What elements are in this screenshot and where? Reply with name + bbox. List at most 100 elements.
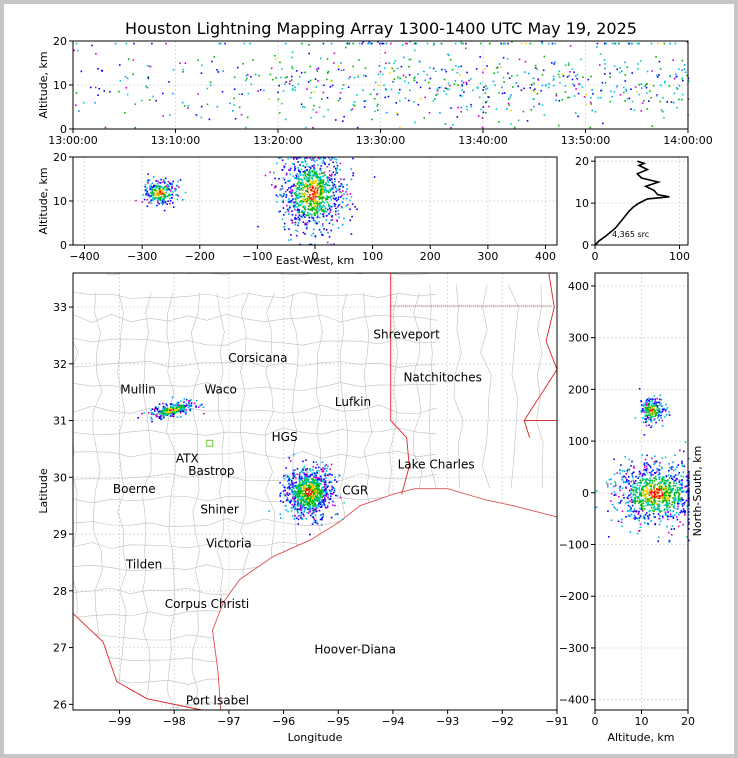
- lightning-source: [317, 194, 320, 196]
- lightning-source: [681, 465, 684, 467]
- lightning-source: [634, 500, 636, 503]
- lightning-source: [666, 491, 669, 493]
- lightning-source: [323, 157, 325, 160]
- lightning-source: [310, 209, 312, 211]
- lightning-source: [543, 55, 546, 58]
- lightning-source: [146, 187, 148, 189]
- lightning-source: [337, 68, 340, 71]
- lightning-source: [285, 172, 288, 175]
- lightning-source: [171, 191, 174, 193]
- lightning-source: [309, 505, 312, 507]
- lightning-source: [307, 489, 310, 492]
- lightning-source: [345, 204, 348, 207]
- lightning-source: [423, 70, 425, 73]
- lightning-source: [428, 87, 431, 90]
- lightning-source: [658, 517, 660, 520]
- lightning-source: [331, 488, 333, 491]
- lightning-source: [313, 202, 315, 205]
- lightning-source: [661, 110, 664, 113]
- lightning-source: [182, 406, 185, 409]
- lightning-source: [314, 519, 316, 522]
- lightning-source: [414, 121, 416, 124]
- lightning-source: [619, 502, 621, 504]
- lightning-source: [175, 194, 177, 196]
- lightning-source: [619, 93, 622, 96]
- lightning-source: [310, 203, 313, 205]
- lightning-source: [294, 166, 296, 168]
- lightning-source: [135, 199, 137, 202]
- lightning-source: [162, 181, 164, 183]
- lightning-source: [668, 506, 671, 508]
- lightning-source: [683, 512, 686, 514]
- lightning-source: [438, 86, 440, 89]
- lightning-source: [308, 480, 310, 483]
- lightning-source: [663, 116, 665, 119]
- lightning-source: [627, 42, 630, 45]
- lightning-source: [94, 86, 97, 89]
- lightning-source: [315, 497, 318, 500]
- lightning-source: [326, 491, 328, 494]
- lightning-source: [393, 78, 396, 81]
- lightning-source: [364, 67, 367, 70]
- lightning-source: [394, 60, 397, 62]
- lightning-source: [424, 79, 426, 82]
- lightning-source: [592, 92, 594, 95]
- lightning-source: [636, 532, 639, 535]
- lightning-source: [407, 82, 410, 84]
- lightning-source: [522, 110, 525, 113]
- north-south-xtick-label: 0: [592, 715, 599, 728]
- lightning-source: [305, 473, 308, 476]
- lightning-source: [625, 487, 627, 490]
- lightning-source: [642, 491, 644, 494]
- lightning-source: [444, 87, 447, 89]
- lightning-source: [311, 478, 313, 480]
- lightning-source: [653, 492, 656, 495]
- lightning-source: [164, 192, 167, 195]
- lightning-source: [315, 170, 318, 173]
- lightning-source: [604, 73, 606, 75]
- lightning-source: [91, 44, 93, 47]
- lightning-source: [301, 179, 304, 182]
- lightning-source: [656, 504, 659, 507]
- lightning-source: [649, 407, 652, 409]
- lightning-source: [320, 489, 323, 492]
- lightning-source: [657, 488, 659, 491]
- lightning-source: [676, 88, 679, 90]
- lightning-source: [322, 191, 325, 193]
- lightning-source: [159, 413, 161, 415]
- lightning-source: [323, 171, 326, 174]
- lightning-source: [647, 408, 649, 411]
- lightning-source: [293, 499, 296, 502]
- lightning-source: [628, 482, 630, 484]
- lightning-source: [656, 503, 659, 506]
- lightning-source: [640, 495, 643, 497]
- lightning-source: [333, 194, 336, 197]
- lightning-source: [446, 88, 448, 90]
- lightning-source: [321, 198, 323, 200]
- lightning-source: [589, 101, 592, 104]
- lightning-source: [670, 477, 673, 480]
- lightning-source: [457, 84, 459, 86]
- lightning-source: [320, 491, 322, 493]
- lightning-source: [604, 63, 606, 65]
- lightning-source: [650, 496, 653, 499]
- lightning-source: [656, 405, 659, 407]
- lightning-source: [326, 178, 329, 180]
- lightning-source: [640, 83, 642, 85]
- lightning-source: [147, 194, 149, 196]
- lightning-source: [668, 502, 671, 505]
- lightning-source: [319, 175, 322, 178]
- lightning-source: [648, 418, 650, 421]
- lightning-source: [143, 412, 145, 414]
- lightning-source: [303, 486, 305, 489]
- lightning-source: [302, 471, 304, 474]
- lightning-source: [291, 219, 294, 222]
- lightning-source: [306, 198, 308, 201]
- city-label: Bastrop: [188, 464, 234, 478]
- lightning-source: [323, 486, 326, 488]
- lightning-source: [663, 80, 666, 83]
- lightning-source: [651, 509, 654, 512]
- map-xtick-label: −93: [436, 715, 459, 728]
- lightning-source: [673, 469, 675, 472]
